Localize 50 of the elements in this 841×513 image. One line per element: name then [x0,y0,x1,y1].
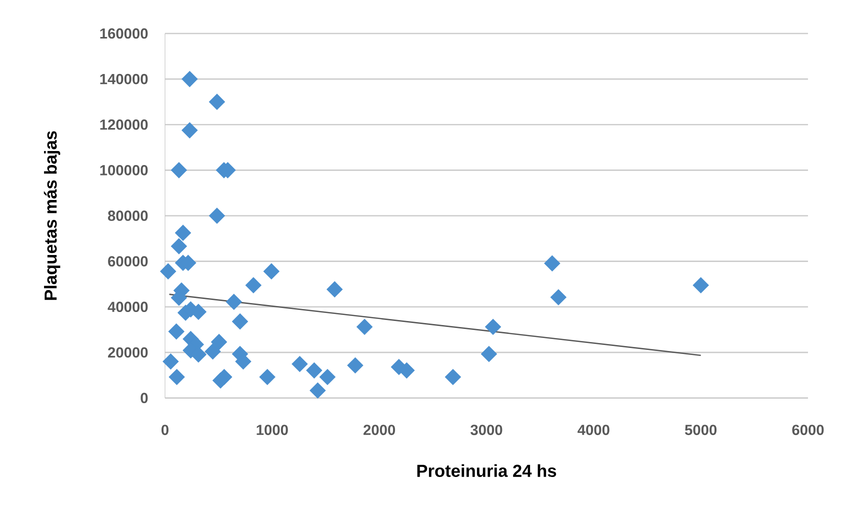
point [226,294,242,310]
point [174,224,192,241]
point [204,343,221,360]
y-tick-label: 120000 [100,119,148,130]
point [356,318,373,335]
point [480,346,498,362]
point [162,353,179,370]
point [544,255,560,272]
x-tick-label: 2000 [364,424,396,436]
point [692,277,709,294]
y-tick-label: 40000 [108,302,148,312]
point [208,208,226,224]
point [170,162,187,178]
x-tick-label: 4000 [578,424,610,436]
point [232,313,248,330]
point [306,362,322,378]
point [444,368,461,386]
y-tick-label: 20000 [108,347,148,358]
y-tick-label: 80000 [108,210,148,221]
y-tick-label: 140000 [100,74,148,84]
y-tick-label: 160000 [100,28,148,39]
point [259,368,276,386]
x-axis-title: Proteinuria 24 hs [417,464,556,477]
point [212,372,229,388]
y-tick-label: 100000 [100,164,148,176]
point [310,382,326,399]
x-tick-label: 1000 [256,424,288,436]
y-tick-label: 60000 [108,256,148,266]
point [168,323,184,340]
x-tick-label: 3000 [470,424,502,436]
point [263,263,280,280]
point [182,122,198,138]
point [485,318,502,335]
x-tick-label: 6000 [792,424,824,436]
point [550,289,566,306]
x-tick-label: 5000 [684,424,717,436]
point [168,368,185,386]
y-tick-label: 0 [140,392,148,404]
x-tick-label: 0 [162,424,168,436]
point [210,334,228,350]
point [160,263,176,280]
point [319,368,336,386]
point [292,356,308,372]
point [245,277,262,294]
point [208,94,226,110]
point [170,238,187,254]
point [182,71,198,88]
point [347,357,364,374]
y-axis-title: Plaquetas más bajas [44,131,60,300]
point [326,281,343,298]
